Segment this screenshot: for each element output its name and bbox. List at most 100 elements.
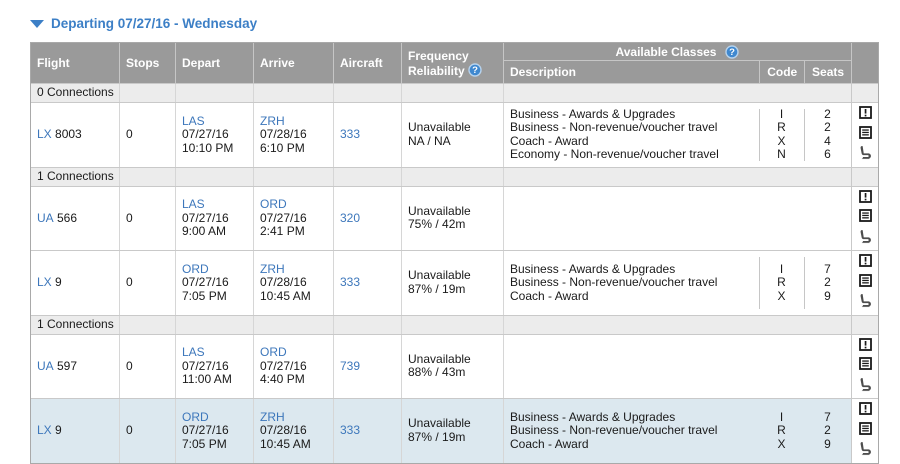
arrive-cell: ORD 07/27/16 2:41 PM [253, 186, 333, 250]
depart-airport-link[interactable]: ORD [182, 261, 209, 276]
class-seats-cell [804, 335, 851, 399]
stops-cell: 0 [119, 251, 175, 315]
seats-column-header: Seats [804, 61, 851, 83]
arrive-airport-link[interactable]: ZRH [260, 409, 285, 424]
frequency-value: NA / NA [408, 133, 451, 148]
class-seats: 9 [824, 289, 831, 303]
available-classes-help-icon[interactable]: ? [725, 44, 740, 59]
frequency-value: 75% / 42m [408, 217, 466, 232]
seat-map-icon[interactable] [858, 229, 873, 248]
aircraft-cell: 739 [333, 334, 401, 398]
depart-time: 10:10 PM [182, 140, 234, 155]
class-description: Business - Non-revenue/voucher travel [510, 121, 718, 135]
arrive-airport-link[interactable]: ZRH [260, 113, 285, 128]
frequency-reliability-cell: Unavailable 87% / 19m [401, 251, 503, 315]
flight-notes-icon[interactable] [858, 357, 872, 374]
alert-icon[interactable] [858, 106, 872, 123]
carrier-link[interactable]: LX [37, 127, 52, 141]
arrive-airport-link[interactable]: ZRH [260, 261, 285, 276]
seat-map-icon[interactable] [858, 441, 873, 460]
stops-value: 0 [126, 275, 133, 289]
depart-cell: ORD 07/27/16 7:05 PM [175, 399, 253, 463]
class-seats-cell [804, 187, 851, 251]
alert-icon[interactable] [858, 189, 872, 207]
carrier-link[interactable]: UA [37, 358, 54, 373]
flight-notes-icon[interactable] [858, 273, 872, 291]
arrive-airport-link[interactable]: ORD [260, 197, 287, 211]
seat-map-icon[interactable] [858, 293, 873, 312]
depart-cell: LAS 07/27/16 9:00 AM [175, 186, 253, 250]
svg-text:?: ? [472, 65, 478, 76]
depart-date: 07/27/16 [182, 127, 229, 141]
depart-date: 07/27/16 [182, 275, 229, 289]
svg-text:?: ? [730, 47, 736, 58]
available-classes-header-group: Available Classes? Description Code Seat… [503, 43, 851, 83]
class-seats: 6 [824, 148, 831, 162]
alert-icon[interactable] [858, 254, 872, 271]
class-seats: 2 [824, 121, 831, 135]
flight-row: LX 8003 0 LAS 07/27/16 10:10 PM ZRH 07/2… [31, 102, 878, 167]
depart-time: 7:05 PM [182, 288, 227, 303]
arrive-date: 07/28/16 [260, 127, 307, 141]
available-classes-label: Available Classes [615, 44, 717, 59]
collapse-triangle-icon[interactable] [30, 19, 44, 28]
depart-column-header: Depart [175, 43, 253, 83]
aircraft-type-link[interactable]: 320 [340, 210, 361, 225]
frequency-value: 87% / 19m [408, 429, 466, 444]
frequency-reliability-cell: Unavailable NA / NA [401, 103, 503, 167]
actions-column-header [851, 43, 878, 83]
class-code: I [779, 107, 784, 121]
arrive-airport-link[interactable]: ORD [260, 345, 287, 359]
alert-icon[interactable] [858, 337, 872, 355]
arrive-cell: ZRH 07/28/16 10:45 AM [253, 251, 333, 315]
arrive-time: 10:45 AM [260, 436, 311, 451]
flight-cell: UA 566 [31, 187, 119, 251]
depart-airport-link[interactable]: ORD [182, 409, 209, 424]
connections-section-row: 1 Connections [31, 314, 878, 334]
flight-notes-icon[interactable] [858, 209, 872, 226]
seat-map-icon[interactable] [858, 377, 873, 396]
class-code: I [779, 262, 784, 276]
frequency-label: Frequency [408, 48, 469, 63]
depart-cell: ORD 07/27/16 7:05 PM [175, 251, 253, 315]
aircraft-cell: 333 [333, 399, 401, 463]
stops-cell: 0 [119, 186, 175, 250]
class-description: Coach - Award [510, 437, 589, 451]
depart-date: 07/27/16 [182, 210, 229, 225]
connections-section-row: 0 Connections [31, 83, 878, 102]
depart-airport-link[interactable]: LAS [182, 345, 205, 359]
aircraft-type-link[interactable]: 333 [340, 423, 361, 437]
frequency-status: Unavailable [408, 416, 471, 431]
flight-notes-icon[interactable] [858, 421, 872, 439]
aircraft-type-link[interactable]: 739 [340, 358, 361, 373]
carrier-link[interactable]: UA [37, 210, 54, 225]
flight-number: 9 [51, 423, 62, 437]
arrive-cell: ORD 07/27/16 4:40 PM [253, 334, 333, 398]
flight-row: LX 9 0 ORD 07/27/16 7:05 PM ZRH 07/28/16… [31, 398, 878, 463]
arrive-column-header: Arrive [253, 43, 333, 83]
reliability-help-icon[interactable]: ? [467, 62, 482, 77]
depart-airport-link[interactable]: LAS [182, 113, 205, 128]
seat-map-icon[interactable] [858, 145, 873, 164]
departing-date-header[interactable]: Departing 07/27/16 - Wednesday [30, 16, 257, 31]
alert-icon[interactable] [858, 402, 872, 419]
aircraft-type-link[interactable]: 333 [340, 127, 361, 141]
flights-table-body: 0 Connections LX 8003 0 LAS 07/27/16 10:… [31, 83, 878, 463]
arrive-time: 4:40 PM [260, 372, 305, 386]
aircraft-column-header: Aircraft [333, 43, 401, 83]
stops-cell: 0 [119, 103, 175, 167]
class-descriptions-cell [503, 334, 759, 398]
carrier-link[interactable]: LX [37, 275, 52, 289]
aircraft-cell: 333 [333, 251, 401, 315]
frequency-status: Unavailable [408, 203, 471, 218]
connections-section-row: 1 Connections [31, 166, 878, 186]
carrier-link[interactable]: LX [37, 423, 52, 437]
aircraft-type-link[interactable]: 333 [340, 275, 361, 289]
arrive-cell: ZRH 07/28/16 6:10 PM [253, 103, 333, 167]
arrive-date: 07/28/16 [260, 423, 307, 437]
class-codes-cell [759, 187, 804, 251]
description-column-header: Description [510, 65, 577, 79]
depart-airport-link[interactable]: LAS [182, 197, 205, 211]
flight-notes-icon[interactable] [858, 125, 872, 143]
